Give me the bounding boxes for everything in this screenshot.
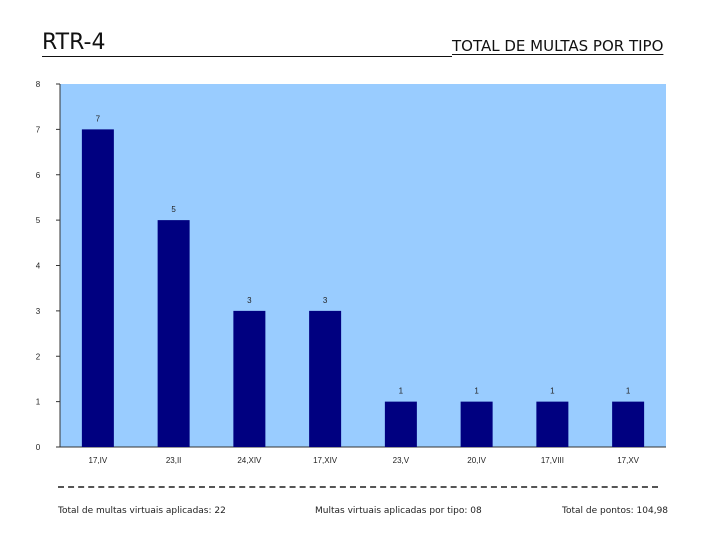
y-tick-label: 1: [36, 398, 41, 407]
bar-data-label: 3: [323, 296, 328, 305]
y-tick-label: 4: [36, 262, 41, 271]
bar-23-v: [384, 401, 417, 447]
bar-17-xiv: [309, 310, 342, 447]
bar-data-label: 1: [399, 387, 404, 396]
x-tick-label: 17,XV: [617, 456, 639, 465]
bar-data-label: 5: [171, 205, 176, 214]
page-code: RTR-4: [42, 30, 106, 55]
y-tick-label: 3: [36, 307, 41, 316]
bar-data-label: 1: [474, 387, 479, 396]
x-tick-label: 17,XIV: [313, 456, 338, 465]
bar-20-iv: [460, 401, 493, 447]
total-fines-text: Total de multas virtuais aplicadas: 22: [58, 506, 226, 516]
footer-divider: [58, 486, 658, 488]
page-title: TOTAL DE MULTAS POR TIPO: [452, 37, 664, 55]
header-divider: [42, 56, 452, 57]
y-tick-label: 2: [36, 352, 41, 361]
y-tick-label: 6: [36, 171, 41, 180]
x-tick-label: 23,V: [393, 456, 410, 465]
bar-17-viii: [536, 401, 569, 447]
plot-area: [60, 84, 666, 447]
x-tick-label: 17,VIII: [541, 456, 564, 465]
bar-17-iv: [81, 129, 114, 447]
y-tick-label: 5: [36, 216, 41, 225]
fines-by-type-text: Multas virtuais aplicadas por tipo: 08: [315, 506, 482, 516]
x-tick-label: 24,XIV: [237, 456, 262, 465]
total-points-text: Total de pontos: 104,98: [562, 506, 669, 516]
bar-data-label: 1: [626, 387, 631, 396]
bar-data-label: 7: [96, 114, 101, 123]
y-tick-label: 7: [36, 125, 41, 134]
y-tick-label: 0: [36, 443, 41, 452]
bar-data-label: 3: [247, 296, 252, 305]
bar-17-xv: [612, 401, 645, 447]
bar-data-label: 1: [550, 387, 555, 396]
x-tick-label: 20,IV: [467, 456, 486, 465]
bar-24-xiv: [233, 310, 266, 447]
x-tick-label: 23,II: [166, 456, 182, 465]
bar-23-ii: [157, 220, 190, 447]
y-tick-label: 8: [36, 80, 41, 89]
x-tick-label: 17,IV: [89, 456, 108, 465]
